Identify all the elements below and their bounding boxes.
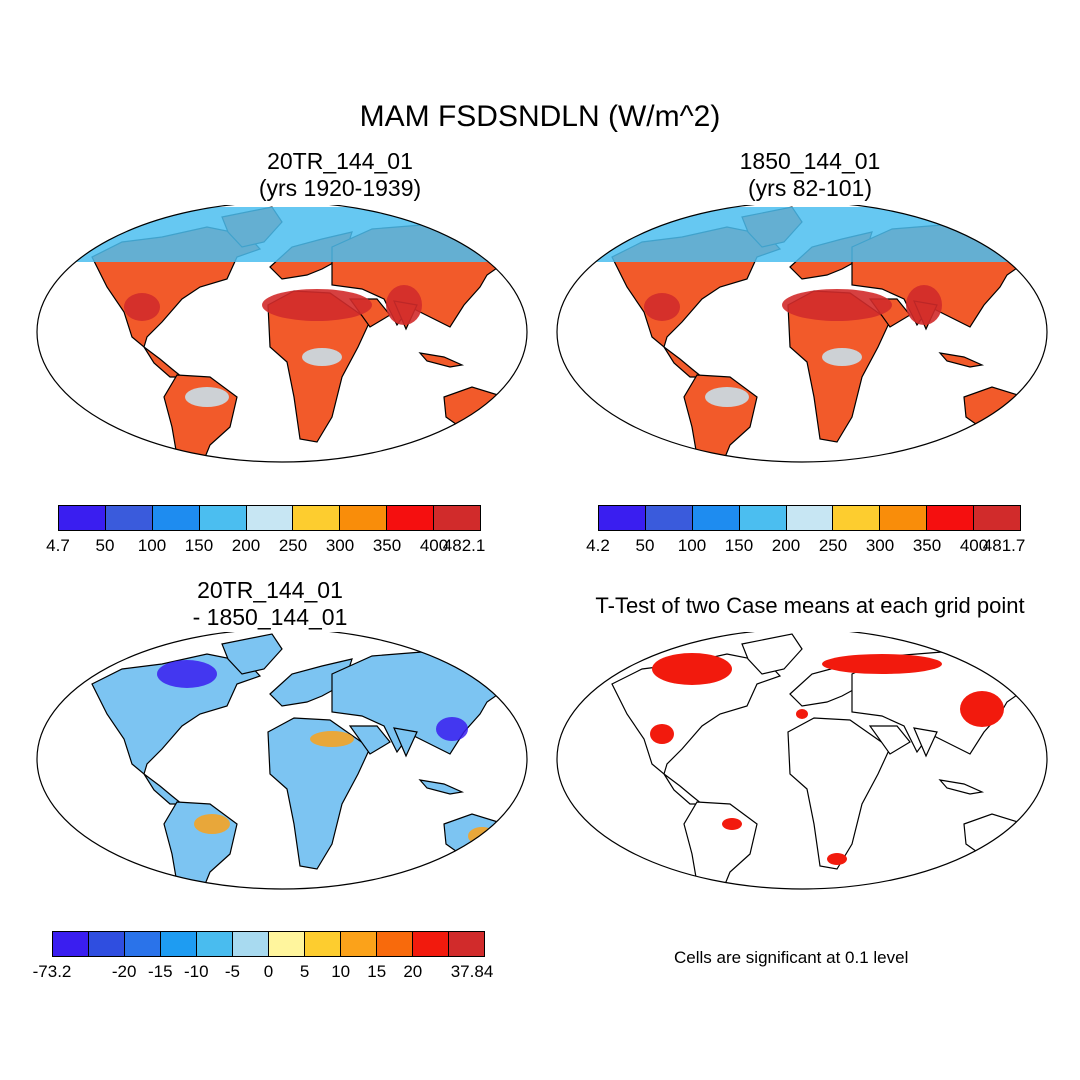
tick-label: -20 xyxy=(111,962,137,981)
tick-label: -15 xyxy=(147,962,173,981)
tick-label: -10 xyxy=(184,962,209,981)
colorbar-cell xyxy=(413,932,449,956)
map-boundary xyxy=(36,205,528,463)
high-latitude-bands xyxy=(557,207,1047,262)
tick-label: 300 xyxy=(865,536,895,555)
tick-label: 200 xyxy=(231,536,261,555)
tick-label: 482.1 xyxy=(442,536,486,555)
colorbar-cell xyxy=(246,506,294,530)
figure-title: MAM FSDSNDLN (W/m^2) xyxy=(359,100,721,133)
tick-label: 10 xyxy=(331,962,351,981)
panel1-title: 20TR_144_01 (yrs 1920-1939) xyxy=(258,148,422,201)
panel3-title: 20TR_144_01 - 1850_144_01 xyxy=(192,577,348,630)
colorbar-cell xyxy=(377,932,413,956)
colorbar-cell xyxy=(599,506,646,530)
tick-label: 481.7 xyxy=(982,536,1026,555)
colorbar-cell xyxy=(293,506,341,530)
tick-label: 250 xyxy=(278,536,308,555)
tick-label: 100 xyxy=(137,536,167,555)
colorbar-cell xyxy=(197,932,233,956)
map-boundary xyxy=(36,632,528,890)
tick-label: 300 xyxy=(325,536,355,555)
tick-label: 20 xyxy=(403,962,423,981)
colorbar-cell xyxy=(645,506,693,530)
colorbar-cell xyxy=(974,506,1021,530)
map-boundary xyxy=(556,632,1048,890)
desert-maxima xyxy=(644,285,942,325)
panel2-title: 1850_144_01 (yrs 82-101) xyxy=(739,148,881,201)
colorbar-cell xyxy=(269,932,305,956)
colorbar-cell xyxy=(199,506,247,530)
tick-label: 350 xyxy=(372,536,402,555)
tick-label: 0 xyxy=(263,962,274,981)
map-boundary xyxy=(556,205,1048,463)
tick-label: 4.2 xyxy=(586,536,610,555)
colorbar-cell xyxy=(305,932,341,956)
tick-label: 250 xyxy=(818,536,848,555)
colorbar-cell xyxy=(833,506,881,530)
colorbar-cell xyxy=(53,932,89,956)
map-panel-2 xyxy=(556,205,1048,463)
tick-label: -5 xyxy=(224,962,240,981)
colorbar-cell xyxy=(59,506,106,530)
colorbar-cell xyxy=(449,932,484,956)
significance-note: Cells are significant at 0.1 level xyxy=(674,948,909,967)
high-latitude-bands xyxy=(37,207,527,262)
negative-anomaly-patches xyxy=(157,660,468,741)
colorbar-cell xyxy=(152,506,200,530)
colorbar-cell xyxy=(341,932,377,956)
colorbar-cell xyxy=(739,506,787,530)
land-mass xyxy=(91,633,511,889)
tick-label: 15 xyxy=(367,962,387,981)
colorbar-1-labels: 4.7 50 100 150 200 250 300 350 400 482.1 xyxy=(46,536,485,556)
tick-label: 37.84 xyxy=(450,962,494,981)
map-panel-3 xyxy=(36,632,528,890)
map-panel-4 xyxy=(556,632,1048,890)
tick-label: 50 xyxy=(635,536,655,555)
colorbar-cell xyxy=(387,506,435,530)
map-panel-1 xyxy=(36,205,528,463)
colorbar-2 xyxy=(598,505,1021,531)
colorbar-cell xyxy=(161,932,197,956)
colorbar-cell xyxy=(880,506,928,530)
colorbar-1 xyxy=(58,505,481,531)
colorbar-cell xyxy=(340,506,388,530)
tick-label: 4.7 xyxy=(46,536,70,555)
significant-cells xyxy=(650,653,1004,865)
colorbar-cell xyxy=(89,932,125,956)
colorbar-2-labels: 4.2 50 100 150 200 250 300 350 400 481.7 xyxy=(586,536,1025,556)
colorbar-cell xyxy=(125,932,161,956)
tick-label: 150 xyxy=(724,536,754,555)
colorbar-cell xyxy=(692,506,740,530)
tick-label: 400 xyxy=(959,536,989,555)
tropics-fill xyxy=(705,348,862,407)
tick-label: 150 xyxy=(184,536,214,555)
panel4-title: T-Test of two Case means at each grid po… xyxy=(595,593,1025,618)
colorbar-cell xyxy=(233,932,269,956)
tropics-fill xyxy=(185,348,342,407)
tick-label: 400 xyxy=(419,536,449,555)
desert-maxima xyxy=(124,285,422,325)
tick-label: 350 xyxy=(912,536,942,555)
tick-label: 5 xyxy=(299,962,310,981)
colorbar-cell xyxy=(786,506,834,530)
colorbar-3-labels: -73.2 -20 -15 -10 -5 0 5 10 15 20 37.84 xyxy=(33,962,494,982)
tick-label: 200 xyxy=(771,536,801,555)
colorbar-3 xyxy=(52,931,485,957)
tick-label: 100 xyxy=(677,536,707,555)
tick-label: -73.2 xyxy=(32,962,72,981)
colorbar-cell xyxy=(434,506,481,530)
tick-label: 50 xyxy=(95,536,115,555)
colorbar-cell xyxy=(927,506,975,530)
colorbar-cell xyxy=(105,506,153,530)
